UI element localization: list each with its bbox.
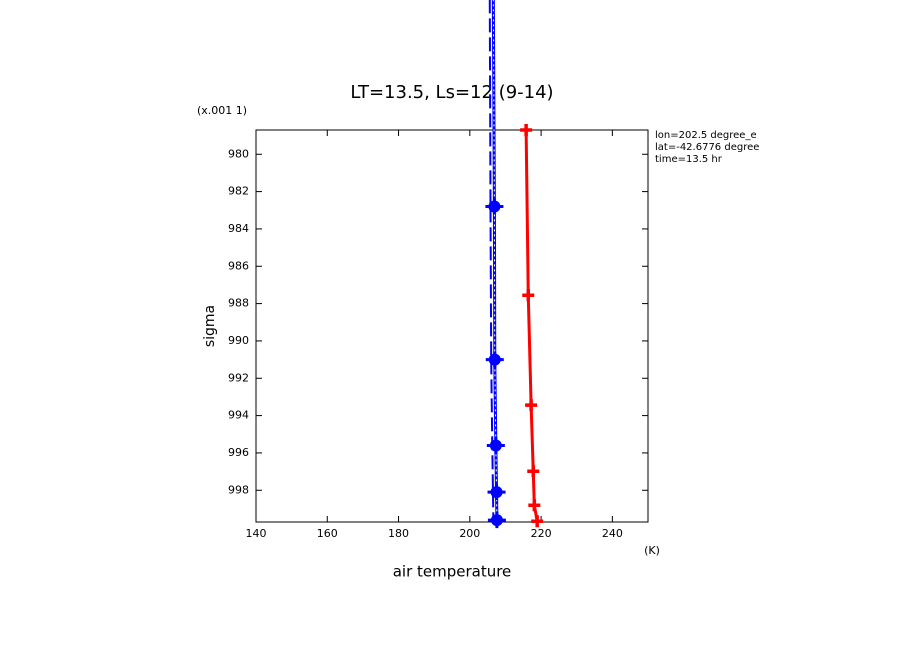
annotation: time=13.5 hr [655, 154, 723, 165]
marker [527, 465, 540, 478]
annotation: lat=-42.6776 degree [655, 142, 759, 153]
x-unit: (K) [644, 544, 660, 557]
profile-line [488, 0, 495, 521]
marker-cross [485, 351, 504, 368]
marker-cross [487, 512, 506, 529]
y-axis-label: sigma [202, 305, 218, 347]
chart-title: LT=13.5, Ls=12 (9-14) [350, 82, 553, 103]
y-tick-label: 994 [228, 409, 249, 422]
marker [525, 399, 538, 412]
marker [528, 499, 541, 512]
x-axis-label: air temperature [393, 563, 512, 581]
plot-frame [255, 129, 649, 523]
marker [520, 124, 533, 136]
marker [522, 289, 535, 302]
x-tick-label: 200 [459, 527, 480, 540]
marker-cross [486, 437, 505, 454]
y-tick-label: 986 [228, 259, 249, 272]
marker-cross [485, 198, 504, 215]
y-tick-label: 990 [228, 334, 249, 347]
y-tick-label: 996 [228, 446, 249, 459]
x-tick-label: 240 [602, 527, 623, 540]
y-tick-label: 992 [228, 371, 249, 384]
annotation: lon=202.5 degree_e [655, 130, 757, 141]
y-tick-label: 982 [228, 185, 249, 198]
x-tick-label: 180 [388, 527, 409, 540]
x-tick-label: 160 [317, 527, 338, 540]
x-tick-label: 140 [246, 527, 267, 540]
y-tick-label: 988 [228, 297, 249, 310]
y-tick-label: 984 [228, 222, 249, 235]
y-scale-note: (x.001 1) [197, 104, 247, 117]
y-tick-label: 980 [228, 147, 249, 160]
marker [531, 515, 544, 528]
x-tick-label: 220 [531, 527, 552, 540]
marker-cross [487, 484, 506, 501]
y-tick-label: 998 [228, 483, 249, 496]
